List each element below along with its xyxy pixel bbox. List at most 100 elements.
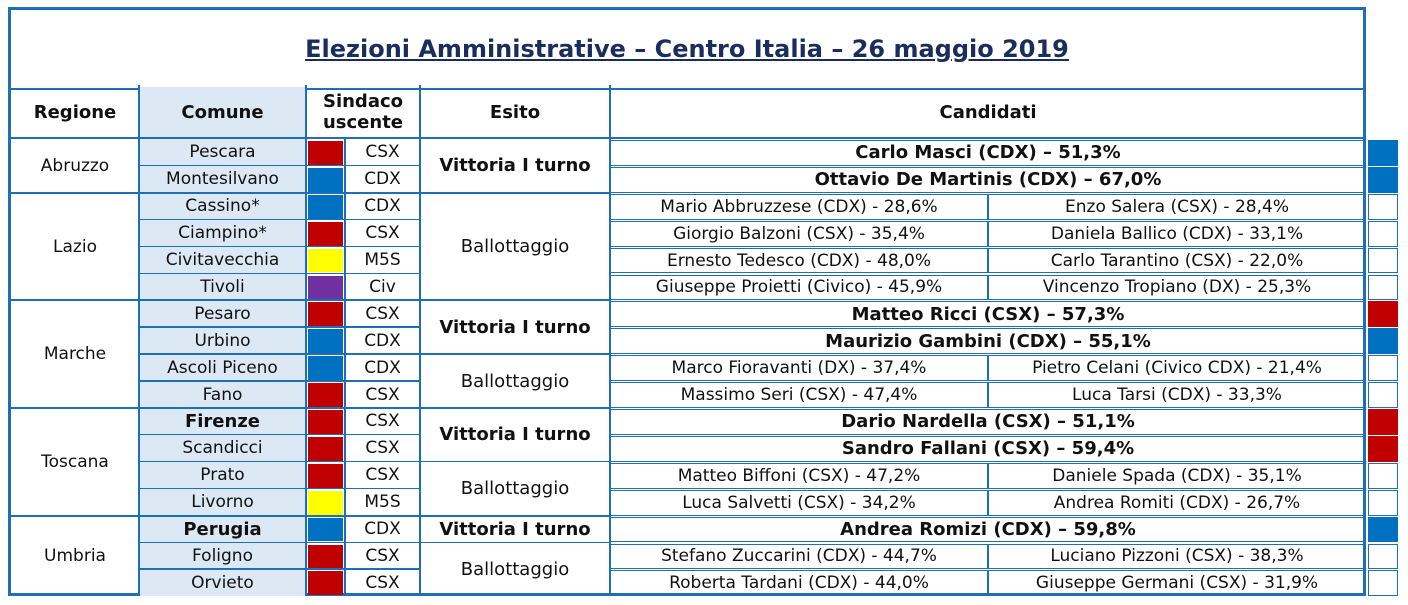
header-divider [305, 85, 307, 137]
candidate-1-cell: Roberta Tardani (CDX) - 44,0% [610, 570, 988, 597]
esito-separator [420, 514, 610, 517]
candidate-1-cell: Massimo Seri (CSX) - 47,4% [610, 382, 988, 408]
region-label: Umbria [44, 545, 106, 566]
row-separator [139, 568, 420, 570]
header-divider [138, 85, 140, 137]
header-sindaco-line: Sindaco [322, 91, 403, 112]
esito-label: Ballottaggio [460, 478, 570, 500]
esito-separator [420, 407, 610, 409]
results-table: Elezioni Amministrative – Centro Italia … [8, 7, 1366, 596]
candidate-2-cell: Luciano Pizzoni (CSX) - 38,3% [988, 543, 1366, 570]
header-bottom-line [11, 137, 1366, 139]
comune-cell: Ascoli Piceno [167, 357, 278, 378]
winner-cell: Ottavio De Martinis (CDX) – 67,0% [610, 166, 1366, 193]
result-color-indicator [1368, 301, 1398, 328]
candidate-2-cell: Pietro Celani (Civico CDX) - 21,4% [988, 355, 1366, 382]
row-separator [139, 299, 420, 301]
result-color-indicator [1368, 462, 1398, 489]
result-color-indicator [1368, 193, 1398, 220]
row-separator [139, 487, 420, 490]
row-separator [139, 460, 420, 463]
row-separator [139, 191, 420, 194]
uscente-color-swatch [308, 490, 343, 515]
header-regione: Regione [33, 101, 117, 123]
row-separator [139, 218, 420, 221]
row-separator [139, 353, 420, 355]
region-label: Abruzzo [40, 155, 110, 176]
uscente-color-swatch [308, 463, 343, 488]
uscente-label: CSX [365, 303, 400, 324]
header-esito: Esito [489, 101, 541, 123]
comune-cell: Cassino* [185, 196, 260, 217]
candidate-1-cell: Stefano Zuccarini (CDX) - 44,7% [610, 543, 988, 570]
candidate-1-cell: Ernesto Tedesco (CDX) - 48,0% [610, 247, 988, 274]
uscente-color-swatch [308, 517, 343, 542]
comune-cell: Tivoli [200, 276, 245, 297]
comune-cell: Urbino [194, 330, 251, 351]
uscente-color-swatch [308, 356, 343, 381]
page-title: Elezioni Amministrative – Centro Italia … [305, 35, 1069, 63]
uscente-label: CDX [364, 330, 401, 351]
esito-label: Ballottaggio [460, 236, 570, 258]
candidate-2-cell: Giuseppe Germani (CSX) - 31,9% [988, 570, 1366, 597]
region-label: Toscana [41, 451, 109, 472]
winner-cell: Andrea Romizi (CDX) – 59,8% [610, 516, 1366, 543]
comune-cell: Scandicci [182, 438, 263, 459]
comune-column-bg [139, 139, 306, 597]
uscente-label: CSX [365, 438, 400, 459]
title-band: Elezioni Amministrative – Centro Italia … [11, 10, 1363, 90]
row-separator [139, 407, 420, 409]
uscente-label: M5S [364, 250, 401, 271]
candidate-2-cell: Vincenzo Tropiano (DX) - 25,3% [988, 274, 1366, 301]
column-divider [305, 139, 307, 597]
comune-cell: Firenze [184, 410, 261, 432]
uscente-label: CSX [365, 223, 400, 244]
result-color-indicator [1368, 140, 1398, 166]
candidate-1-cell: Marco Fioravanti (DX) - 37,4% [610, 355, 988, 382]
result-color-indicator [1368, 355, 1398, 382]
esito-label: Vittoria I turno [439, 155, 591, 177]
uscente-label: Civ [369, 276, 396, 297]
candidate-1-cell: Giorgio Balzoni (CSX) - 35,4% [610, 220, 988, 247]
uscente-color-swatch [308, 571, 343, 596]
candidate-2-cell: Luca Tarsi (CDX) - 33,3% [988, 382, 1366, 408]
esito-label: Ballottaggio [460, 558, 570, 580]
result-color-indicator [1368, 489, 1398, 516]
column-divider [138, 139, 140, 597]
uscente-label: CSX [365, 572, 400, 593]
header-sindaco-uscente: Sindaco uscente [306, 87, 420, 137]
winner-cell: Matteo Ricci (CSX) – 57,3% [610, 301, 1366, 328]
esito-separator [420, 460, 610, 463]
result-color-indicator [1368, 247, 1398, 274]
candidate-1-cell: Mario Abbruzzese (CDX) - 28,6% [610, 193, 988, 220]
result-color-indicator [1368, 328, 1398, 355]
comune-cell: Foligno [192, 545, 253, 566]
winner-cell: Sandro Fallani (CSX) – 59,4% [610, 435, 1366, 462]
header-sindaco-line: uscente [322, 112, 404, 133]
uscente-label: CDX [364, 169, 401, 190]
comune-column-bg [139, 87, 306, 137]
row-separator [139, 164, 420, 167]
esito-label: Vittoria I turno [439, 424, 591, 446]
row-separator [139, 514, 420, 517]
region-label: Marche [43, 344, 107, 365]
uscente-color-swatch [308, 383, 343, 407]
candidate-2-cell: Carlo Tarantino (CSX) - 22,0% [988, 247, 1366, 274]
row-separator [139, 245, 420, 248]
column-divider [344, 139, 346, 597]
candidate-2-cell: Daniela Ballico (CDX) - 33,1% [988, 220, 1366, 247]
comune-cell: Pescara [189, 142, 256, 163]
header-candidati: Candidati [939, 101, 1037, 123]
column-divider [419, 139, 421, 597]
result-color-indicator [1368, 382, 1398, 408]
uscente-color-swatch [308, 221, 343, 246]
candidate-1-cell: Luca Salvetti (CSX) - 34,2% [610, 489, 988, 516]
comune-cell: Ciampino* [178, 223, 267, 244]
row-separator [139, 326, 420, 328]
comune-cell: Prato [200, 465, 245, 486]
uscente-label: CSX [365, 411, 400, 432]
uscente-color-swatch [308, 167, 343, 192]
uscente-label: CDX [364, 196, 401, 217]
region-label: Lazio [53, 236, 97, 257]
row-separator [139, 541, 420, 543]
